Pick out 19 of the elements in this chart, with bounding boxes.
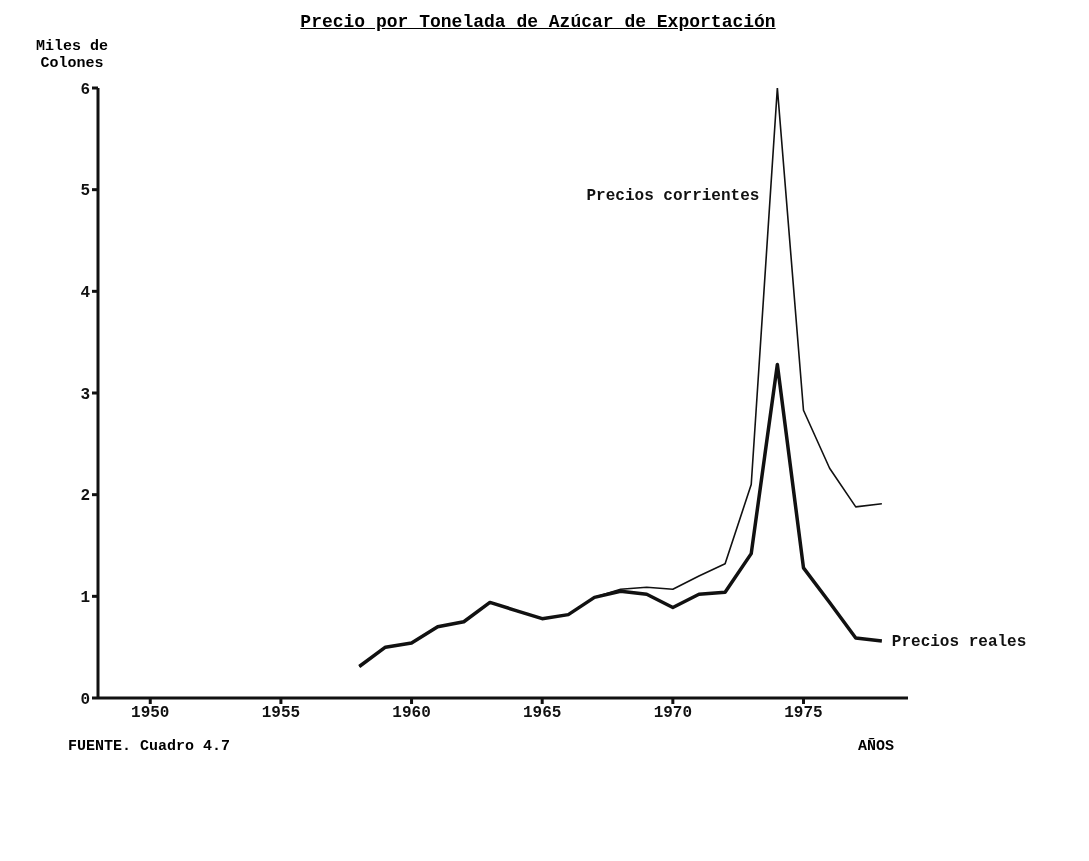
y-axis-title: Miles de Colones [35,38,109,72]
x-axis-title: AÑOS [858,738,895,755]
series-label: Precios corrientes [586,187,760,205]
chart-title: Precio por Tonelada de Azúcar de Exportación [299,12,777,32]
source-note: FUENTE. Cuadro 4.7 [68,738,231,755]
y-tick-label: 6 [80,80,90,99]
y-tick-label: 5 [80,182,90,201]
y-tick-label: 2 [80,487,90,506]
x-tick-label: 1950 [131,704,170,723]
y-tick-label: 3 [80,385,90,404]
series-label: Precios reales [891,633,1027,652]
x-tick-label: 1970 [653,704,693,723]
x-tick-label: 1975 [784,704,823,723]
y-tick-label: 1 [80,589,90,608]
x-tick-label: 1960 [392,704,431,723]
y-tick-label: 0 [80,690,90,709]
x-tick-label: 1965 [522,704,562,723]
y-tick-label: 4 [80,284,91,303]
x-tick-label: 1955 [261,704,301,723]
